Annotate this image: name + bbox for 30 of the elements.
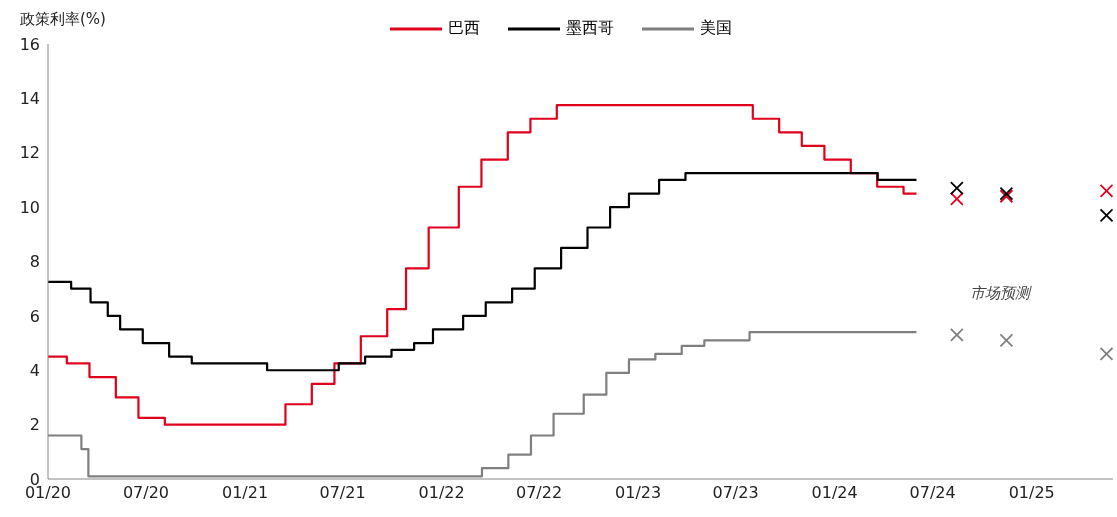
annotation: 市场预测 [970,284,1030,303]
point [999,333,1014,348]
y-tick-label: 14 [19,89,40,109]
x-tick-label: 07/23 [712,483,759,503]
x-tick-label: 01/22 [418,483,465,503]
point [949,181,964,195]
y-tick-label: 6 [29,306,40,326]
x-tick-label: 01/23 [615,483,662,503]
y-axis-title: 政策利率(%) [20,10,106,29]
x-tick-label: 01/24 [811,483,858,503]
x-tick-label: 07/20 [122,483,170,503]
legend-label: 美国 [699,18,732,39]
x-tick-label: 01/25 [1008,483,1055,503]
y-tick-label: 8 [29,252,40,272]
y-tick-label: 12 [19,143,40,163]
x-tick-label: 07/22 [515,483,563,503]
point [1099,183,1113,198]
x-tick-label: 07/21 [319,483,366,503]
point [1099,208,1113,223]
y-tick-label: 2 [29,415,40,435]
y-tick-label: 10 [19,197,40,217]
point [949,192,964,206]
point [1099,347,1113,361]
y-tick-label: 16 [19,34,40,54]
legend-label: 墨西哥 [565,18,614,39]
legend-label: 巴西 [447,18,480,39]
y-tick-label: 4 [29,360,40,380]
x-tick-label: 01/21 [222,483,269,503]
x-tick-label: 07/24 [909,483,956,503]
point [949,328,964,342]
